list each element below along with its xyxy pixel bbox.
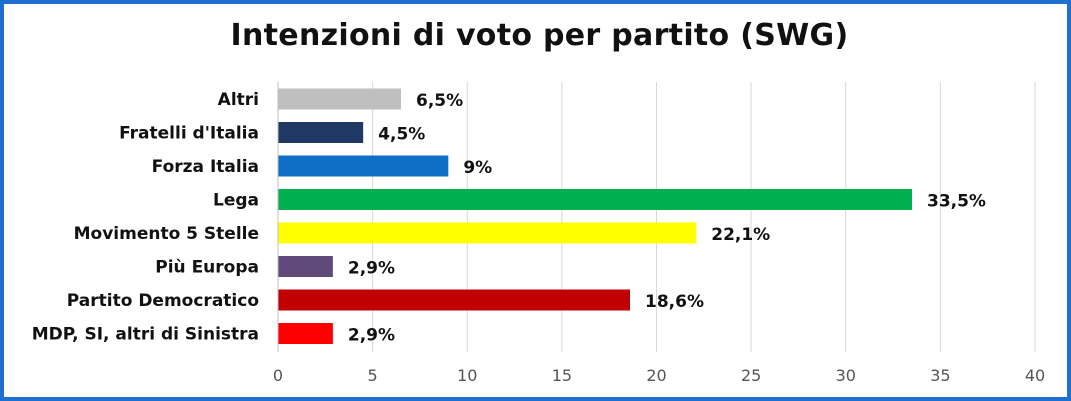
chart-title: Intenzioni di voto per partito (SWG) [230,18,849,53]
x-tick-label: 15 [552,366,572,385]
x-tick-label: 25 [741,366,761,385]
data-label: 6,5% [416,91,463,111]
category-label: Più Europa [155,258,259,278]
bar [278,222,697,244]
category-label: Movimento 5 Stelle [74,224,259,244]
bar [278,289,631,311]
data-label: 33,5% [927,192,986,212]
data-label: 9% [463,158,492,178]
x-axis-ticks: 0 5 10 15 20 25 30 35 40 [273,366,1045,385]
category-label: Lega [213,191,259,211]
category-label: Forza Italia [152,157,259,177]
x-tick-label: 0 [273,366,283,385]
bar [278,256,333,277]
x-tick-label: 30 [836,366,856,385]
labels: Altri 6,5% Fratelli d'Italia 4,5% Forza Ital… [32,90,986,346]
data-label: 22,1% [711,225,770,245]
data-label: 18,6% [645,292,704,312]
bar [278,122,364,143]
x-tick-label: 40 [1025,366,1045,385]
category-label: MDP, SI, altri di Sinistra [32,325,259,345]
bars [278,88,912,344]
category-label: Altri [218,90,259,110]
x-tick-label: 10 [457,366,477,385]
bar [278,88,402,110]
bar [278,189,912,210]
data-label: 2,9% [348,259,395,279]
category-label: Fratelli d'Italia [119,124,259,144]
bar [278,155,449,177]
bar [278,323,333,344]
data-label: 4,5% [378,125,425,145]
data-label: 2,9% [348,326,395,346]
category-label: Partito Democratico [67,291,259,311]
x-tick-label: 20 [646,366,666,385]
x-tick-label: 5 [368,366,378,385]
x-tick-label: 35 [930,366,950,385]
